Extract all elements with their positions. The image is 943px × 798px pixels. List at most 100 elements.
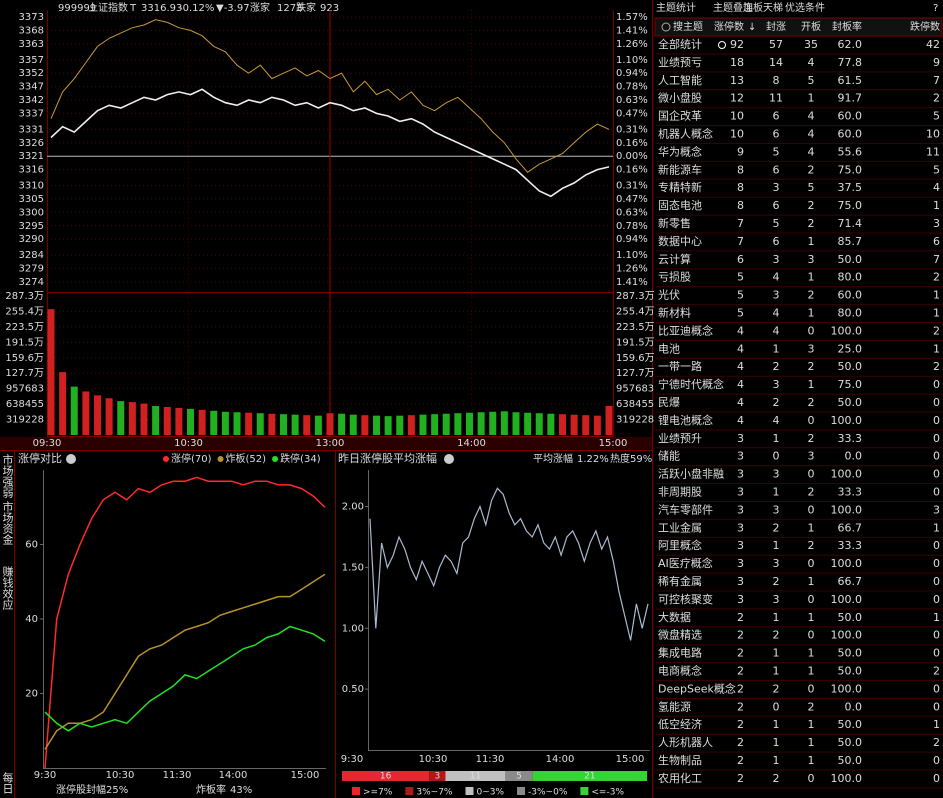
cell[interactable]: 电池: [658, 342, 680, 355]
volume-bar: [140, 403, 148, 435]
cell: 1: [933, 718, 940, 731]
cell[interactable]: 固态电池: [658, 199, 702, 212]
cell: 4: [933, 181, 940, 194]
cell: 2: [808, 360, 815, 373]
cell[interactable]: 稀有金属: [658, 574, 702, 588]
volume-bar: [559, 414, 566, 435]
cell[interactable]: 生物制品: [658, 753, 702, 767]
cell[interactable]: 电商概念: [658, 664, 702, 678]
cell[interactable]: 全部统计: [658, 37, 702, 51]
cell[interactable]: 活跃小盘非融: [658, 467, 724, 481]
side-tab[interactable]: 市场强弱: [1, 453, 14, 499]
tab[interactable]: 主题叠加: [713, 2, 753, 14]
cell[interactable]: 云计算: [658, 252, 691, 266]
column-header[interactable]: 搜主题: [673, 20, 703, 33]
cell[interactable]: 工业金属: [658, 520, 702, 534]
cell[interactable]: 华为概念: [658, 144, 702, 158]
cell: 8: [737, 199, 744, 212]
cell: 3: [737, 432, 744, 445]
x-tick-label: 14:00: [546, 754, 575, 765]
cell[interactable]: 非周期股: [658, 486, 702, 499]
cell: 25.0: [838, 342, 863, 355]
cell: 1: [933, 199, 940, 212]
x-tick-label: 15:00: [291, 770, 320, 781]
cell: 2: [808, 217, 815, 230]
cell: 50.0: [838, 736, 863, 749]
cell[interactable]: 专精特新: [658, 180, 702, 194]
x-tick-label: 10:30: [106, 770, 135, 781]
cell: 50.0: [838, 647, 863, 660]
info-icon[interactable]: [444, 454, 454, 464]
cell[interactable]: 新材料: [658, 306, 691, 320]
side-tab[interactable]: 赚钱效应: [1, 565, 14, 611]
volume-tick-label: 638455: [6, 399, 44, 410]
legend-dot: [217, 456, 224, 462]
cell[interactable]: 氢能源: [658, 699, 691, 713]
pct-tick-label: 0.00%: [616, 151, 648, 162]
cell[interactable]: 数据中心: [658, 234, 702, 248]
column-header[interactable]: 跌停数: [910, 20, 940, 33]
y-tick-label: 3279: [19, 264, 44, 275]
cell: 2: [933, 736, 940, 749]
cell[interactable]: 大数据: [658, 610, 691, 624]
cell[interactable]: 光伏: [658, 288, 680, 302]
cell[interactable]: 新能源车: [658, 162, 702, 176]
tab[interactable]: 连板天梯: [743, 1, 783, 14]
tab[interactable]: 主题统计: [656, 1, 696, 14]
cell[interactable]: 国企改革: [658, 109, 702, 123]
pct-tick-label: 1.41%: [616, 25, 648, 36]
cell[interactable]: DeepSeek概念: [658, 681, 736, 695]
cell: 4: [737, 342, 744, 355]
side-tab[interactable]: 市场资金: [1, 500, 14, 545]
column-header[interactable]: 涨停数: [714, 20, 744, 33]
cell[interactable]: 阿里概念: [658, 538, 702, 552]
cell[interactable]: 微小盘股: [658, 91, 702, 105]
side-tab[interactable]: 每日: [1, 771, 14, 794]
cell[interactable]: 人工智能: [658, 73, 702, 87]
cell: 1: [808, 521, 815, 534]
volume-tick-label: 127.7万: [616, 368, 655, 379]
cell[interactable]: 农用化工: [658, 771, 702, 785]
tab[interactable]: 优选条件: [785, 1, 825, 14]
y-tick-label: 3331: [19, 124, 44, 135]
cell[interactable]: 新零售: [658, 216, 691, 230]
cell[interactable]: 业绩预亏: [658, 56, 702, 69]
cell[interactable]: 微盘精选: [658, 628, 702, 642]
cell[interactable]: 机器人概念: [658, 127, 713, 141]
column-header[interactable]: 封板率: [832, 20, 862, 33]
pct-tick-label: 0.78%: [616, 221, 648, 232]
cell: 2: [737, 665, 744, 678]
cell[interactable]: 低空经济: [658, 717, 702, 731]
volume-bar: [256, 413, 264, 435]
cell[interactable]: 人形机器人: [658, 735, 713, 749]
cell[interactable]: 集成电路: [658, 646, 702, 660]
cell[interactable]: 储能: [658, 449, 680, 463]
volume-bar: [500, 411, 508, 435]
volume-bar: [477, 412, 485, 435]
cell[interactable]: 汽车零部件: [658, 502, 713, 516]
tab[interactable]: ?: [933, 3, 938, 14]
volume-bar: [303, 415, 311, 435]
header-text: 3316.93: [141, 3, 182, 14]
panel-title: 昨日涨停股平均涨幅: [338, 451, 437, 465]
cell[interactable]: AI医疗概念: [658, 556, 713, 570]
cell[interactable]: 民爆: [658, 395, 680, 409]
cell: 8: [773, 74, 780, 87]
cell[interactable]: 可控核聚变: [658, 592, 713, 606]
cell: 3: [737, 593, 744, 606]
volume-bar: [105, 398, 113, 435]
column-header[interactable]: 封涨: [766, 20, 786, 33]
cell: 1: [933, 611, 940, 624]
cell[interactable]: 亏损股: [658, 270, 691, 284]
legend-swatch: [580, 787, 589, 795]
cell: 0: [933, 378, 940, 391]
cell[interactable]: 一带一路: [658, 360, 702, 373]
cell[interactable]: 比亚迪概念: [658, 323, 713, 337]
column-header[interactable]: 开板: [801, 20, 821, 33]
cell: 50.0: [838, 611, 863, 624]
cell[interactable]: 宁德时代概念: [658, 377, 724, 391]
info-icon[interactable]: [66, 454, 76, 464]
cell[interactable]: 锂电池概念: [658, 413, 713, 427]
cell[interactable]: 业绩预升: [658, 432, 702, 445]
cell: 0: [773, 450, 780, 463]
